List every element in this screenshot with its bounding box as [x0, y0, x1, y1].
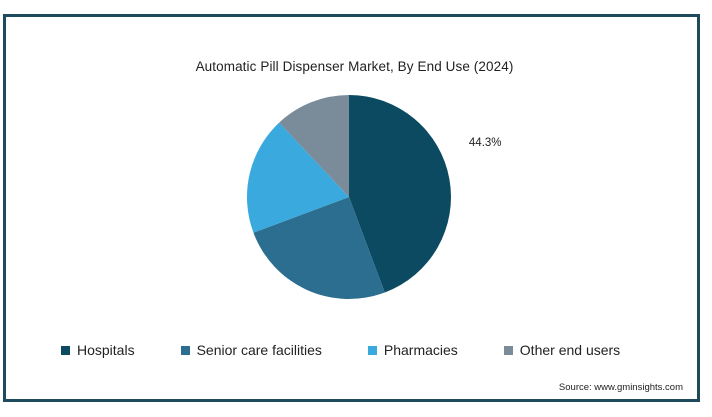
chart-frame: Automatic Pill Dispenser Market, By End …: [3, 14, 700, 402]
legend-swatch: [61, 345, 70, 355]
legend-label: Senior care facilities: [196, 342, 322, 358]
pie-slice-hospitals: [349, 95, 452, 293]
legend: Hospitals Senior care facilities Pharmac…: [61, 342, 666, 358]
data-label-hospitals: 44.3%: [469, 137, 502, 149]
source-note: Source: www.gminsights.com: [558, 382, 683, 393]
pie-chart: 44.3%: [247, 95, 502, 299]
legend-label: Other end users: [519, 342, 621, 358]
legend-item-hospitals: Hospitals: [61, 342, 135, 358]
legend-swatch: [367, 345, 377, 355]
legend-label: Hospitals: [77, 342, 135, 358]
chart-title: Automatic Pill Dispenser Market, By End …: [195, 59, 514, 74]
legend-item-senior-care: Senior care facilities: [180, 342, 322, 358]
pie-slice-senior-care-facilities: [253, 197, 385, 299]
legend-swatch: [503, 345, 513, 355]
legend-item-other: Other end users: [503, 342, 621, 358]
legend-swatch: [180, 345, 190, 355]
pie-slice-other-end-users: [279, 95, 349, 197]
pie-slice-pharmacies: [247, 122, 349, 233]
legend-label: Pharmacies: [383, 342, 458, 358]
legend-item-pharmacies: Pharmacies: [367, 342, 458, 358]
